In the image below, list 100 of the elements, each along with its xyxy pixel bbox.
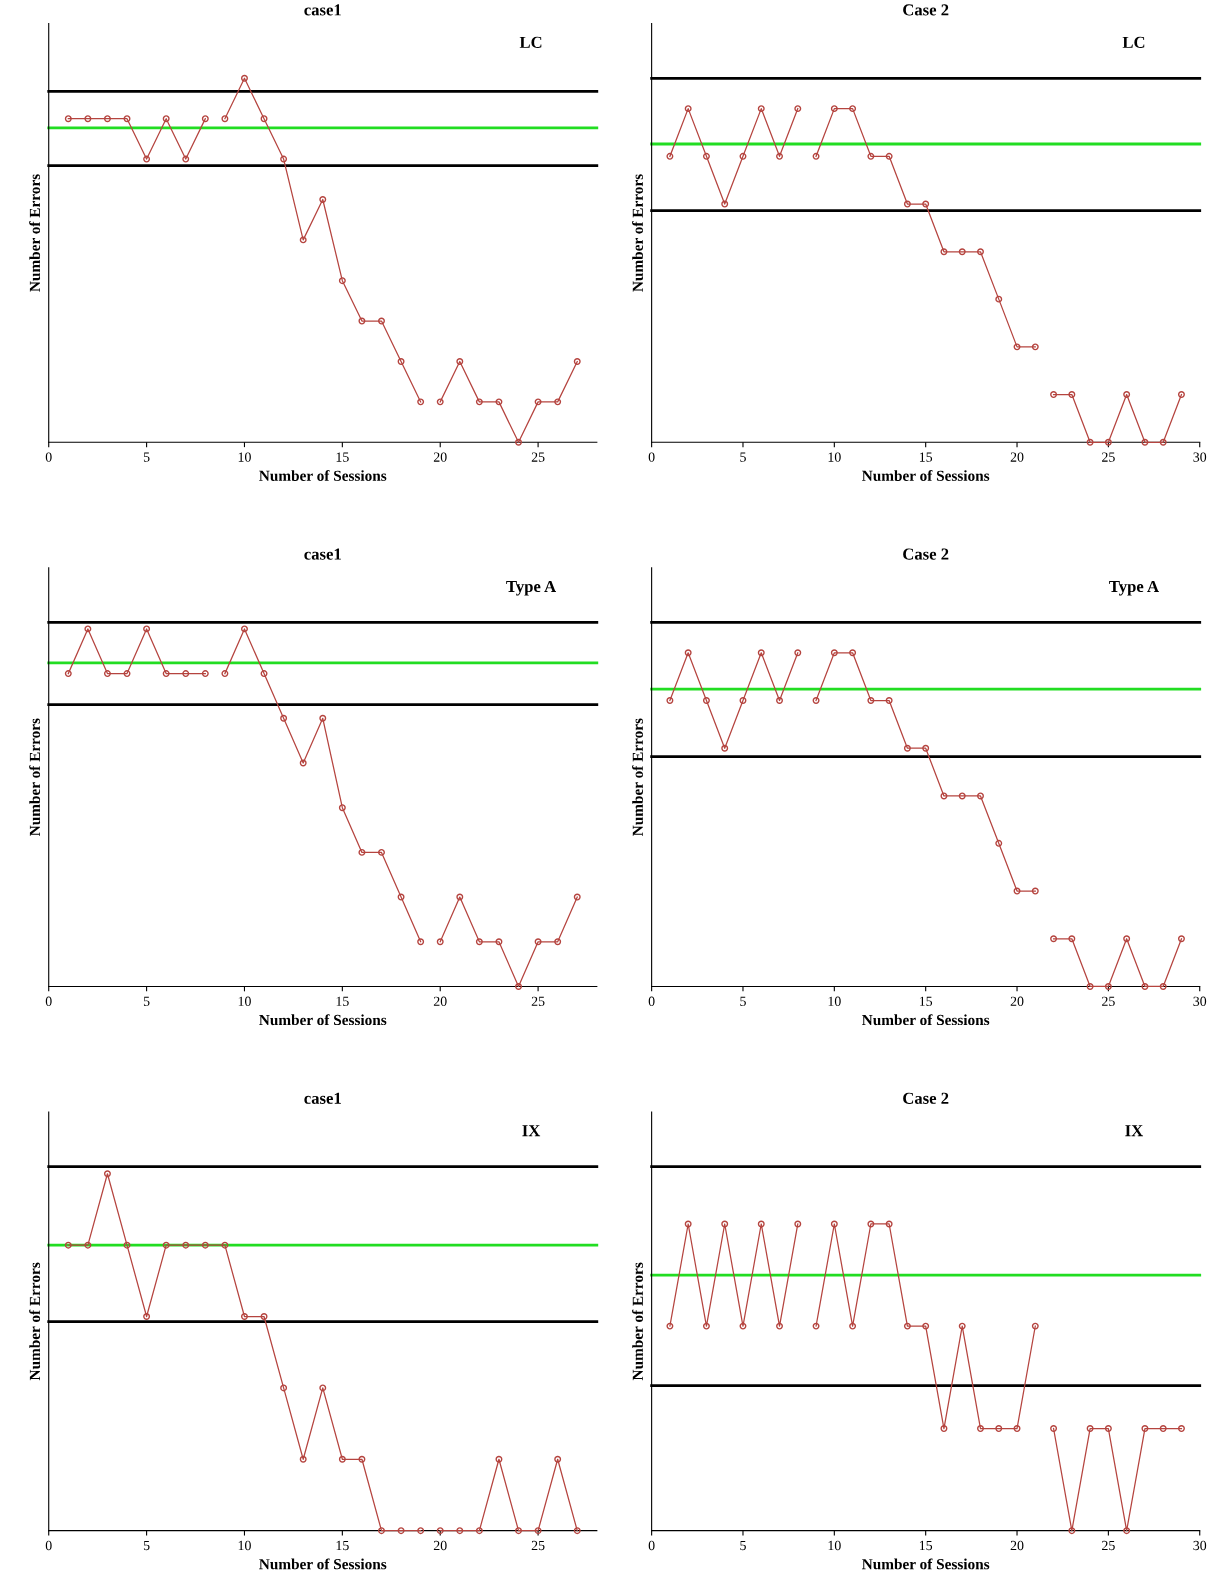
point bbox=[475, 1527, 483, 1535]
point bbox=[757, 649, 765, 657]
point bbox=[103, 1170, 111, 1178]
x-tick-label: 25 bbox=[531, 1540, 545, 1551]
point bbox=[922, 200, 930, 208]
point bbox=[1013, 1425, 1021, 1433]
chart-title: Case 2 bbox=[903, 1092, 949, 1104]
point bbox=[358, 848, 366, 856]
point bbox=[666, 152, 674, 160]
point bbox=[554, 1455, 562, 1463]
point bbox=[1086, 438, 1094, 446]
point bbox=[1177, 935, 1185, 943]
point bbox=[977, 792, 984, 800]
point bbox=[162, 1241, 170, 1249]
point bbox=[757, 1220, 765, 1228]
point bbox=[417, 938, 425, 946]
x-tick-label: 15 bbox=[919, 1540, 933, 1551]
point bbox=[338, 277, 346, 285]
point bbox=[702, 697, 710, 705]
point bbox=[182, 670, 190, 678]
x-tick-label: 15 bbox=[336, 452, 349, 462]
point bbox=[721, 744, 729, 752]
point bbox=[397, 357, 405, 365]
point bbox=[84, 115, 92, 123]
point bbox=[515, 1527, 522, 1535]
point bbox=[666, 697, 674, 705]
x-tick-label: 30 bbox=[1193, 452, 1207, 462]
x-tick-label: 25 bbox=[1102, 452, 1115, 462]
chart-title: case1 bbox=[304, 1092, 341, 1104]
point bbox=[885, 1220, 893, 1228]
y-axis-title: Number of Errors bbox=[29, 718, 41, 837]
point bbox=[495, 398, 503, 406]
y-axis-title: Number of Errors bbox=[29, 174, 41, 292]
point bbox=[475, 938, 483, 946]
point bbox=[757, 105, 765, 113]
point bbox=[280, 714, 288, 722]
x-tick-label: 20 bbox=[1010, 452, 1024, 462]
x-tick-label: 20 bbox=[1010, 1540, 1024, 1551]
point bbox=[221, 670, 229, 678]
x-tick-label: 10 bbox=[828, 996, 841, 1006]
point bbox=[1068, 391, 1076, 399]
point bbox=[397, 1527, 405, 1535]
x-tick-label: 0 bbox=[648, 1540, 655, 1551]
y-axis-title: Number of Errors bbox=[632, 174, 644, 292]
point bbox=[830, 1220, 838, 1228]
x-tick-label: 20 bbox=[433, 1540, 447, 1551]
point bbox=[1031, 1322, 1039, 1330]
point bbox=[64, 115, 72, 123]
x-tick-label: 0 bbox=[45, 452, 52, 462]
point bbox=[903, 744, 911, 752]
point bbox=[867, 1220, 875, 1228]
point bbox=[684, 105, 692, 113]
chart-title: case1 bbox=[304, 4, 341, 16]
point bbox=[1013, 343, 1021, 351]
point bbox=[958, 1322, 966, 1330]
y-axis-title: Number of Errors bbox=[632, 718, 644, 837]
point bbox=[103, 670, 111, 678]
x-tick-label: 10 bbox=[238, 452, 251, 462]
point bbox=[1141, 982, 1149, 990]
point bbox=[436, 398, 444, 406]
x-tick-label: 10 bbox=[828, 1540, 841, 1551]
point bbox=[573, 1527, 581, 1535]
point bbox=[849, 1322, 857, 1330]
point bbox=[260, 115, 268, 123]
point bbox=[1177, 1425, 1185, 1433]
point bbox=[319, 1384, 327, 1392]
point bbox=[1141, 1425, 1149, 1433]
point bbox=[958, 792, 966, 800]
point bbox=[1050, 391, 1058, 399]
x-tick-label: 0 bbox=[45, 1540, 52, 1551]
point bbox=[1086, 982, 1094, 990]
point bbox=[666, 1322, 674, 1330]
point bbox=[201, 1241, 209, 1249]
point bbox=[1123, 391, 1131, 399]
point bbox=[1123, 1527, 1131, 1535]
point bbox=[280, 155, 288, 163]
point bbox=[721, 200, 729, 208]
point bbox=[903, 1322, 911, 1330]
point bbox=[495, 938, 503, 946]
point bbox=[1159, 982, 1167, 990]
chart-title: Case 2 bbox=[903, 4, 949, 16]
point bbox=[721, 1220, 729, 1228]
point bbox=[123, 1241, 131, 1249]
point bbox=[299, 1455, 307, 1463]
point bbox=[573, 357, 581, 365]
point bbox=[885, 697, 893, 705]
point bbox=[958, 248, 966, 256]
text: LC bbox=[519, 36, 542, 48]
point bbox=[456, 1527, 464, 1535]
point bbox=[338, 1455, 346, 1463]
point bbox=[1031, 887, 1039, 895]
point bbox=[940, 248, 948, 256]
point bbox=[201, 115, 209, 123]
x-tick-label: 10 bbox=[238, 996, 251, 1006]
point bbox=[995, 1425, 1003, 1433]
point bbox=[1050, 1425, 1058, 1433]
x-axis-title: Number of Sessions bbox=[259, 1558, 387, 1570]
x-tick-label: 10 bbox=[828, 452, 841, 462]
point bbox=[515, 438, 522, 446]
text: Type A bbox=[1109, 580, 1159, 596]
